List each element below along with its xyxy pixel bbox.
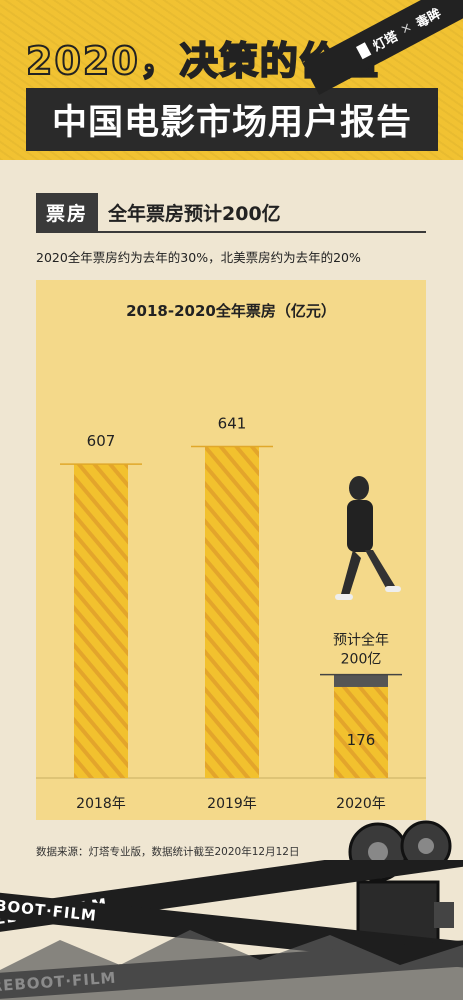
bar-value-label: 607 <box>87 432 116 450</box>
footer-decoration: REBOOT·FILM REBOOT·FILM REBOOT·FILM <box>0 860 463 1000</box>
section-tag: 票房 <box>36 193 99 232</box>
bar <box>334 686 388 778</box>
x-tick-label: 2019年 <box>207 796 257 812</box>
mountain-silhouette <box>0 930 463 1000</box>
section-title: 票房 全年票房预计200亿 <box>36 193 281 232</box>
bar <box>205 446 259 778</box>
walking-person-illustration <box>335 476 401 600</box>
x-tick-label: 2020年 <box>336 796 386 812</box>
header-banner: 2020，决策的价值 中国电影市场用户报告 灯塔 × 毒眸 <box>0 0 463 160</box>
x-tick-label: 2018年 <box>76 796 126 812</box>
bar-value-label: 176 <box>347 731 376 749</box>
projection-value-label: 200亿 <box>341 652 382 668</box>
data-source: 数据来源：灯塔专业版，数据统计截至2020年12月12日 <box>36 846 300 858</box>
section-subtitle: 2020全年票房约为去年的30%，北美票房约为去年的20% <box>36 250 361 265</box>
bar-value-label: 641 <box>218 415 247 433</box>
projection-bar <box>334 674 388 687</box>
chart-title: 2018-2020全年票房（亿元） <box>126 302 336 320</box>
section-divider <box>36 231 426 233</box>
headline-line2: 中国电影市场用户报告 <box>26 88 438 151</box>
projection-label: 预计全年 <box>333 632 389 649</box>
section-heading: 全年票房预计200亿 <box>108 203 281 225</box>
bar <box>74 464 128 778</box>
